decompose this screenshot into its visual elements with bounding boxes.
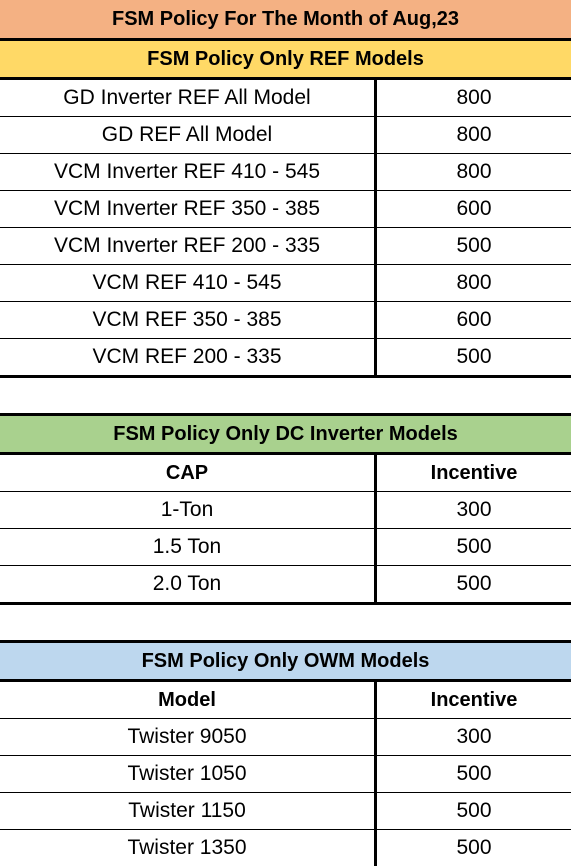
column-header: Model [0,682,377,718]
value-cell: 500 [456,345,492,368]
value-cell: 500 [456,836,492,859]
table-row: GD Inverter REF All Model 800 [0,80,571,117]
ref-rows: GD Inverter REF All Model 800 GD REF All… [0,80,571,375]
ref-table: FSM Policy For The Month of Aug,23 FSM P… [0,0,571,378]
owm-table: FSM Policy Only OWM Models Model Incenti… [0,640,571,866]
table-row: Twister 1150 500 [0,793,571,830]
cap-cell: 1-Ton [0,492,377,528]
table-row: Twister 1050 500 [0,756,571,793]
column-header: Incentive [430,689,518,711]
table-row: Twister 9050 300 [0,719,571,756]
table-row: Twister 1350 500 [0,830,571,866]
table-header-row: Model Incentive [0,682,571,719]
value-cell: 500 [456,572,492,595]
model-cell: VCM Inverter REF 410 - 545 [0,154,377,190]
dc-table: FSM Policy Only DC Inverter Models CAP I… [0,413,571,605]
value-cell: 500 [456,535,492,558]
value-cell: 300 [456,725,492,748]
table-row: 1-Ton 300 [0,492,571,529]
column-header: Incentive [430,462,518,484]
value-cell: 800 [456,271,492,294]
cap-cell: 2.0 Ton [0,566,377,602]
value-cell: 600 [456,197,492,220]
model-cell: Twister 1050 [0,756,377,792]
value-cell: 800 [456,86,492,109]
value-cell: 600 [456,308,492,331]
table-header-row: CAP Incentive [0,455,571,492]
spacer [0,378,571,413]
value-cell: 500 [456,799,492,822]
dc-section-title: FSM Policy Only DC Inverter Models [0,416,571,455]
table-row: VCM Inverter REF 410 - 545 800 [0,154,571,191]
spacer [0,605,571,640]
column-header: CAP [0,455,377,491]
model-cell: Twister 9050 [0,719,377,755]
table-row: VCM REF 350 - 385 600 [0,302,571,339]
value-cell: 500 [456,762,492,785]
table-row: VCM REF 410 - 545 800 [0,265,571,302]
cap-cell: 1.5 Ton [0,529,377,565]
dc-rows: CAP Incentive 1-Ton 300 1.5 Ton 500 2.0 … [0,455,571,602]
model-cell: VCM REF 200 - 335 [0,339,377,375]
owm-rows: Model Incentive Twister 9050 300 Twister… [0,682,571,866]
page-title: FSM Policy For The Month of Aug,23 [0,0,571,41]
value-cell: 300 [456,498,492,521]
ref-section-title: FSM Policy Only REF Models [0,41,571,80]
model-cell: Twister 1150 [0,793,377,829]
owm-section-title: FSM Policy Only OWM Models [0,643,571,682]
table-row: GD REF All Model 800 [0,117,571,154]
model-cell: VCM REF 410 - 545 [0,265,377,301]
model-cell: VCM Inverter REF 350 - 385 [0,191,377,227]
table-row: VCM REF 200 - 335 500 [0,339,571,375]
table-row: VCM Inverter REF 350 - 385 600 [0,191,571,228]
model-cell: VCM Inverter REF 200 - 335 [0,228,377,264]
table-row: VCM Inverter REF 200 - 335 500 [0,228,571,265]
value-cell: 500 [456,234,492,257]
value-cell: 800 [456,160,492,183]
model-cell: GD REF All Model [0,117,377,153]
model-cell: VCM REF 350 - 385 [0,302,377,338]
value-cell: 800 [456,123,492,146]
table-row: 2.0 Ton 500 [0,566,571,602]
model-cell: Twister 1350 [0,830,377,866]
model-cell: GD Inverter REF All Model [0,80,377,116]
table-row: 1.5 Ton 500 [0,529,571,566]
